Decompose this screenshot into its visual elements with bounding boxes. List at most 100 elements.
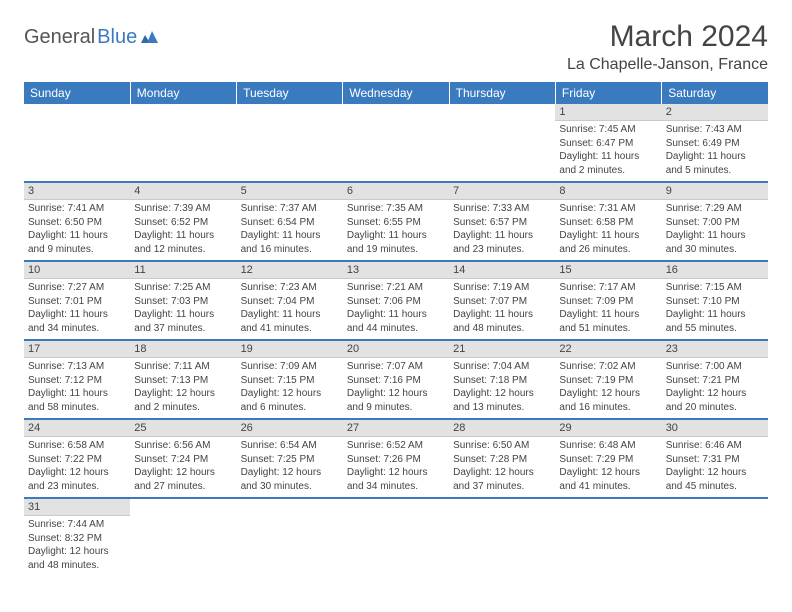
logo: General Blue [24,26,159,49]
day-details: Sunrise: 7:25 AMSunset: 7:03 PMDaylight:… [130,279,236,339]
calendar-cell: 6Sunrise: 7:35 AMSunset: 6:55 PMDaylight… [343,182,449,261]
day-details: Sunrise: 7:00 AMSunset: 7:21 PMDaylight:… [662,358,768,418]
calendar-body: 1Sunrise: 7:45 AMSunset: 6:47 PMDaylight… [24,104,768,576]
calendar-cell: 13Sunrise: 7:21 AMSunset: 7:06 PMDayligh… [343,261,449,340]
day-number: 28 [449,420,555,437]
calendar-cell [130,104,236,182]
day-number: 22 [555,341,661,358]
calendar-table: SundayMondayTuesdayWednesdayThursdayFrid… [24,82,768,576]
calendar-cell [130,498,236,576]
calendar-cell: 5Sunrise: 7:37 AMSunset: 6:54 PMDaylight… [237,182,343,261]
day-details: Sunrise: 7:33 AMSunset: 6:57 PMDaylight:… [449,200,555,260]
daylight-text: Daylight: 12 hours and 34 minutes. [347,466,445,493]
day-number: 19 [237,341,343,358]
calendar-cell: 25Sunrise: 6:56 AMSunset: 7:24 PMDayligh… [130,419,236,498]
day-details: Sunrise: 6:56 AMSunset: 7:24 PMDaylight:… [130,437,236,497]
day-number: 27 [343,420,449,437]
calendar-page: General Blue March 2024 La Chapelle-Jans… [0,0,792,596]
calendar-cell: 7Sunrise: 7:33 AMSunset: 6:57 PMDaylight… [449,182,555,261]
sunset-text: Sunset: 7:25 PM [241,453,339,467]
sunset-text: Sunset: 7:16 PM [347,374,445,388]
calendar-cell: 10Sunrise: 7:27 AMSunset: 7:01 PMDayligh… [24,261,130,340]
sunrise-text: Sunrise: 7:04 AM [453,360,551,374]
day-number: 13 [343,262,449,279]
calendar-cell: 22Sunrise: 7:02 AMSunset: 7:19 PMDayligh… [555,340,661,419]
sunrise-text: Sunrise: 6:54 AM [241,439,339,453]
day-number: 4 [130,183,236,200]
daylight-text: Daylight: 11 hours and 2 minutes. [559,150,657,177]
sunset-text: Sunset: 7:06 PM [347,295,445,309]
daylight-text: Daylight: 11 hours and 19 minutes. [347,229,445,256]
day-number: 31 [24,499,130,516]
daylight-text: Daylight: 11 hours and 26 minutes. [559,229,657,256]
sunrise-text: Sunrise: 7:44 AM [28,518,126,532]
sunrise-text: Sunrise: 7:15 AM [666,281,764,295]
day-number: 26 [237,420,343,437]
day-details: Sunrise: 6:54 AMSunset: 7:25 PMDaylight:… [237,437,343,497]
daylight-text: Daylight: 12 hours and 13 minutes. [453,387,551,414]
sunrise-text: Sunrise: 6:46 AM [666,439,764,453]
daylight-text: Daylight: 11 hours and 55 minutes. [666,308,764,335]
calendar-cell [343,498,449,576]
sunrise-text: Sunrise: 7:00 AM [666,360,764,374]
calendar-cell: 21Sunrise: 7:04 AMSunset: 7:18 PMDayligh… [449,340,555,419]
daylight-text: Daylight: 12 hours and 48 minutes. [28,545,126,572]
logo-flag-icon [141,31,159,45]
weekday-header: Saturday [662,82,768,104]
day-number: 29 [555,420,661,437]
day-number: 20 [343,341,449,358]
sunrise-text: Sunrise: 7:11 AM [134,360,232,374]
logo-text-general: General [24,26,95,49]
calendar-cell: 24Sunrise: 6:58 AMSunset: 7:22 PMDayligh… [24,419,130,498]
calendar-row: 1Sunrise: 7:45 AMSunset: 6:47 PMDaylight… [24,104,768,182]
location-text: La Chapelle-Janson, France [567,56,768,74]
daylight-text: Daylight: 11 hours and 16 minutes. [241,229,339,256]
daylight-text: Daylight: 11 hours and 23 minutes. [453,229,551,256]
daylight-text: Daylight: 12 hours and 6 minutes. [241,387,339,414]
calendar-row: 17Sunrise: 7:13 AMSunset: 7:12 PMDayligh… [24,340,768,419]
weekday-header: Thursday [449,82,555,104]
month-title: March 2024 [567,20,768,54]
day-number: 12 [237,262,343,279]
daylight-text: Daylight: 11 hours and 37 minutes. [134,308,232,335]
day-details: Sunrise: 6:48 AMSunset: 7:29 PMDaylight:… [555,437,661,497]
day-details: Sunrise: 6:58 AMSunset: 7:22 PMDaylight:… [24,437,130,497]
calendar-cell: 23Sunrise: 7:00 AMSunset: 7:21 PMDayligh… [662,340,768,419]
weekday-header: Wednesday [343,82,449,104]
sunrise-text: Sunrise: 7:45 AM [559,123,657,137]
calendar-cell: 9Sunrise: 7:29 AMSunset: 7:00 PMDaylight… [662,182,768,261]
sunrise-text: Sunrise: 6:58 AM [28,439,126,453]
sunrise-text: Sunrise: 7:37 AM [241,202,339,216]
sunset-text: Sunset: 7:09 PM [559,295,657,309]
weekday-header: Tuesday [237,82,343,104]
day-number: 21 [449,341,555,358]
day-number: 17 [24,341,130,358]
daylight-text: Daylight: 12 hours and 37 minutes. [453,466,551,493]
sunset-text: Sunset: 6:58 PM [559,216,657,230]
calendar-cell [343,104,449,182]
day-number: 30 [662,420,768,437]
calendar-cell: 28Sunrise: 6:50 AMSunset: 7:28 PMDayligh… [449,419,555,498]
weekday-header: Friday [555,82,661,104]
day-number: 14 [449,262,555,279]
daylight-text: Daylight: 12 hours and 2 minutes. [134,387,232,414]
sunrise-text: Sunrise: 7:13 AM [28,360,126,374]
sunset-text: Sunset: 7:10 PM [666,295,764,309]
calendar-row: 3Sunrise: 7:41 AMSunset: 6:50 PMDaylight… [24,182,768,261]
calendar-cell: 15Sunrise: 7:17 AMSunset: 7:09 PMDayligh… [555,261,661,340]
calendar-cell: 18Sunrise: 7:11 AMSunset: 7:13 PMDayligh… [130,340,236,419]
sunset-text: Sunset: 7:19 PM [559,374,657,388]
sunrise-text: Sunrise: 7:33 AM [453,202,551,216]
calendar-row: 24Sunrise: 6:58 AMSunset: 7:22 PMDayligh… [24,419,768,498]
day-number: 5 [237,183,343,200]
sunset-text: Sunset: 7:03 PM [134,295,232,309]
sunrise-text: Sunrise: 7:41 AM [28,202,126,216]
calendar-cell: 20Sunrise: 7:07 AMSunset: 7:16 PMDayligh… [343,340,449,419]
day-number: 9 [662,183,768,200]
sunset-text: Sunset: 7:01 PM [28,295,126,309]
calendar-row: 10Sunrise: 7:27 AMSunset: 7:01 PMDayligh… [24,261,768,340]
calendar-cell [449,104,555,182]
day-details: Sunrise: 7:45 AMSunset: 6:47 PMDaylight:… [555,121,661,181]
sunrise-text: Sunrise: 7:21 AM [347,281,445,295]
sunrise-text: Sunrise: 7:35 AM [347,202,445,216]
